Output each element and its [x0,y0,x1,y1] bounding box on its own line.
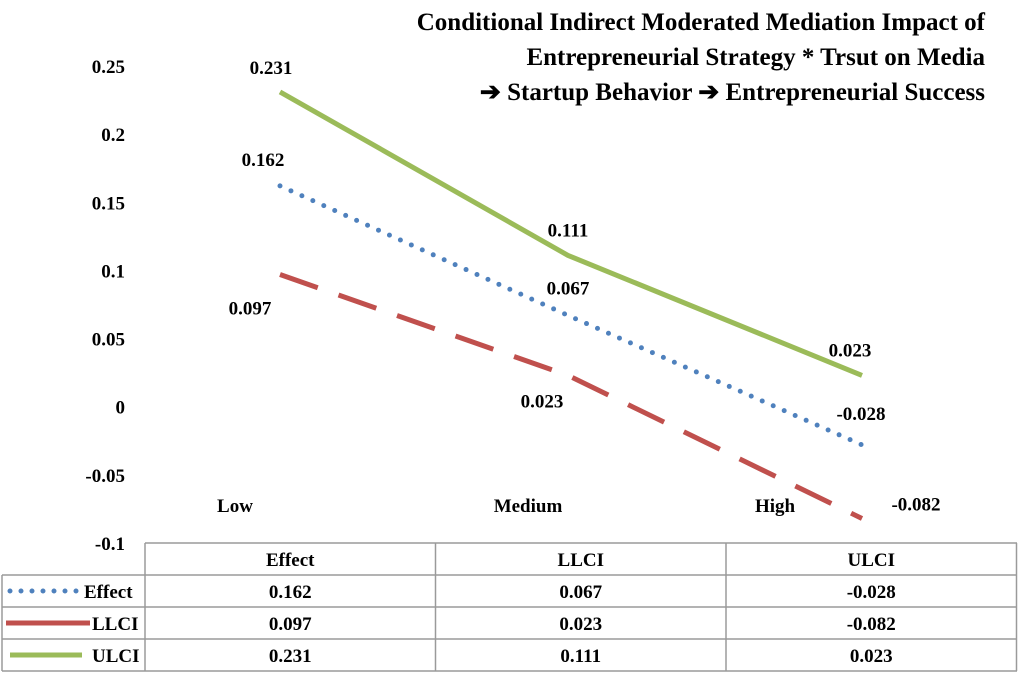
data-label-llci: 0.023 [521,391,564,412]
table-cell: 0.097 [269,614,312,635]
y-tick-label: 0.25 [92,57,125,78]
data-label-ulci: 0.023 [829,340,872,361]
y-tick-label: 0 [116,398,126,419]
chart-title-line: Conditional Indirect Moderated Mediation… [417,9,986,36]
table-cell: 0.023 [559,614,602,635]
chart-title-line: ➔ Startup Behavior ➔ Entrepreneurial Suc… [480,79,985,106]
legend-label: ULCI [92,646,140,667]
category-labels: Low Medium High [217,496,795,517]
legend-label: Effect [84,582,133,603]
y-tick-label: -0.1 [95,534,125,555]
series-line-effect [277,183,865,448]
data-label-llci: -0.082 [891,494,940,515]
data-label-effect: -0.028 [836,404,885,425]
category-label: Medium [494,496,563,517]
table-cell: 0.111 [560,646,601,667]
table-header: LLCI [558,550,604,571]
data-label-effect: 0.067 [547,278,590,299]
table-cell: -0.028 [847,582,896,603]
y-tick-label: 0.05 [92,330,125,351]
table-cell: 0.162 [269,582,312,603]
y-tick-label: 0.15 [92,193,125,214]
table-header: Effect [266,550,315,571]
legend-label: LLCI [92,614,138,635]
chart-title: Conditional Indirect Moderated Mediation… [417,9,986,106]
y-tick-label: 0.2 [101,125,125,146]
data-labels: 0.162 0.067 -0.028 0.097 0.023 -0.082 0.231 0.1… [229,58,941,516]
table-cell: -0.082 [847,614,896,635]
series-line-llci [279,272,864,521]
data-label-ulci: 0.111 [548,220,589,241]
chart-title-line: Entrepreneurial Strategy * Trsut on Medi… [526,44,985,71]
data-label-effect: 0.162 [242,150,285,171]
category-label: Low [217,496,253,517]
category-label: High [755,496,796,517]
series-lines [277,89,865,521]
data-label-llci: 0.097 [229,299,272,320]
data-label-ulci: 0.231 [250,58,293,79]
y-tick-label: -0.05 [85,466,125,487]
series-line-ulci [278,89,863,378]
y-axis: 0.25 0.2 0.15 0.1 0.05 0 -0.05 -0.1 [85,57,125,555]
data-table: Effect LLCI ULCI Effect 0.162 0.067 -0.028 LLCI… [1,542,1018,672]
table-cell: 0.023 [850,646,893,667]
table-cell: 0.231 [269,646,312,667]
table-cell: 0.067 [559,582,602,603]
table-header: ULCI [847,550,895,571]
y-tick-label: 0.1 [101,261,125,282]
